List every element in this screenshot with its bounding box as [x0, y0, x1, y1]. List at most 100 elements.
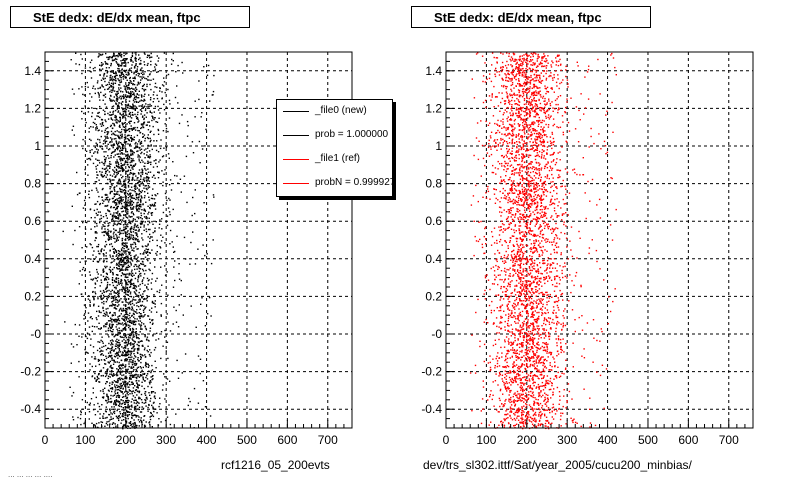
data-point: [113, 100, 116, 102]
data-point: [130, 200, 132, 202]
data-point: [109, 56, 111, 58]
data-point: [140, 313, 142, 315]
data-point: [71, 395, 73, 397]
data-point: [542, 184, 544, 186]
data-point: [568, 192, 571, 194]
data-point: [123, 179, 125, 181]
data-point: [141, 96, 143, 98]
data-point: [123, 169, 125, 171]
data-point: [116, 142, 118, 145]
data-point: [128, 215, 130, 217]
data-point: [116, 108, 118, 110]
data-point: [138, 264, 140, 267]
data-point: [537, 177, 540, 179]
data-point: [99, 146, 101, 148]
data-point: [97, 273, 99, 275]
data-point: [118, 262, 120, 264]
data-point: [491, 231, 493, 233]
data-point: [138, 376, 141, 378]
data-point: [128, 363, 130, 365]
data-point: [106, 136, 108, 138]
data-point: [140, 105, 142, 107]
data-point: [150, 145, 152, 147]
data-point: [145, 361, 147, 364]
data-point: [174, 174, 176, 177]
data-point: [125, 401, 127, 404]
data-point: [126, 351, 129, 353]
data-point: [102, 367, 105, 369]
data-point: [110, 418, 112, 420]
data-point: [120, 221, 123, 223]
data-point: [144, 221, 146, 223]
data-point: [117, 416, 119, 419]
data-point: [150, 371, 152, 374]
data-point: [113, 299, 115, 301]
data-point: [90, 244, 92, 246]
data-point: [90, 398, 93, 400]
data-point: [143, 216, 146, 218]
data-point: [119, 149, 121, 152]
data-point: [95, 365, 97, 367]
data-point: [124, 88, 126, 90]
data-point: [137, 146, 139, 148]
data-point: [126, 343, 129, 346]
data-point: [101, 161, 103, 163]
data-point: [206, 74, 209, 76]
data-point: [129, 143, 131, 145]
data-point: [136, 126, 139, 129]
data-point: [130, 350, 132, 352]
data-point: [511, 130, 513, 132]
data-point: [104, 222, 106, 224]
data-point: [116, 389, 118, 391]
data-point: [123, 163, 125, 166]
data-point: [109, 99, 111, 101]
data-point: [121, 73, 123, 75]
data-point: [150, 311, 153, 313]
data-point: [510, 64, 512, 66]
data-point: [104, 245, 106, 247]
data-point: [113, 195, 116, 198]
data-point: [95, 158, 97, 160]
data-point: [106, 199, 109, 201]
data-point: [541, 385, 544, 387]
data-point: [125, 417, 127, 419]
data-point: [127, 71, 130, 74]
data-point: [132, 347, 134, 349]
data-point: [118, 200, 120, 202]
data-point: [127, 294, 129, 296]
data-point: [121, 205, 124, 207]
data-point: [145, 215, 148, 218]
data-point: [125, 199, 127, 201]
data-point: [144, 88, 147, 91]
data-point: [133, 214, 135, 216]
data-point: [98, 310, 100, 312]
data-point: [152, 125, 154, 128]
data-point: [154, 300, 156, 302]
data-point: [111, 289, 113, 291]
data-point: [136, 208, 138, 211]
data-point: [111, 175, 114, 177]
data-point: [123, 412, 125, 414]
data-point: [159, 219, 161, 221]
data-point: [531, 395, 533, 398]
data-point: [114, 389, 117, 391]
data-point: [92, 67, 95, 70]
data-point: [135, 71, 137, 73]
data-point: [505, 175, 507, 177]
data-point: [89, 208, 92, 211]
data-point: [127, 269, 129, 271]
data-point: [135, 426, 138, 428]
data-point: [135, 320, 137, 323]
data-point: [110, 130, 113, 133]
data-point: [116, 212, 118, 214]
data-point: [530, 258, 532, 260]
data-point: [122, 232, 124, 235]
data-point: [152, 302, 155, 304]
data-point: [107, 296, 109, 299]
data-point: [93, 424, 96, 426]
data-point: [121, 158, 123, 160]
data-point: [138, 173, 140, 175]
data-point: [157, 128, 159, 131]
data-point: [133, 353, 135, 355]
data-point: [536, 130, 538, 132]
